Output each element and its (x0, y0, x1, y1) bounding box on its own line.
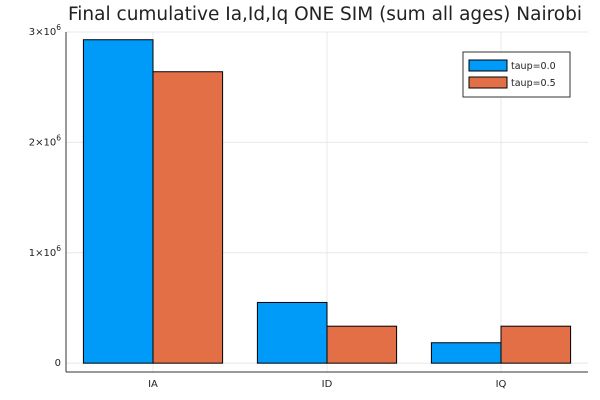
y-tick-label: 3×106 (29, 23, 61, 38)
bar-ia-series-1 (82, 39, 154, 364)
bar-id-series-1 (256, 301, 328, 364)
x-tick-label: ID (322, 379, 333, 390)
legend-label: taup=0.0 (511, 61, 556, 72)
chart-title: Final cumulative Ia,Id,Iq ONE SIM (sum a… (68, 4, 582, 25)
legend-label: taup=0.5 (511, 78, 556, 89)
bars (82, 39, 572, 364)
bar-id-series-2 (326, 325, 398, 364)
legend-swatch (468, 76, 508, 89)
legend-swatch (468, 59, 508, 72)
bar-iq-series-2 (500, 325, 572, 364)
x-tick-label: IA (148, 379, 158, 390)
bar-iq-series-1 (430, 342, 502, 364)
bar-ia-series-2 (152, 71, 224, 364)
y-tick-label: 2×106 (29, 133, 61, 148)
y-tick-label: 1×106 (29, 244, 61, 259)
axes (65, 32, 588, 373)
tick-labels: 0 1×106 2×106 3×106 IA ID IQ (29, 23, 507, 390)
legend: taup=0.0 taup=0.5 (462, 51, 571, 98)
legend-box (462, 51, 571, 98)
y-tick-label: 0 (55, 358, 61, 369)
x-tick-label: IQ (496, 379, 507, 390)
